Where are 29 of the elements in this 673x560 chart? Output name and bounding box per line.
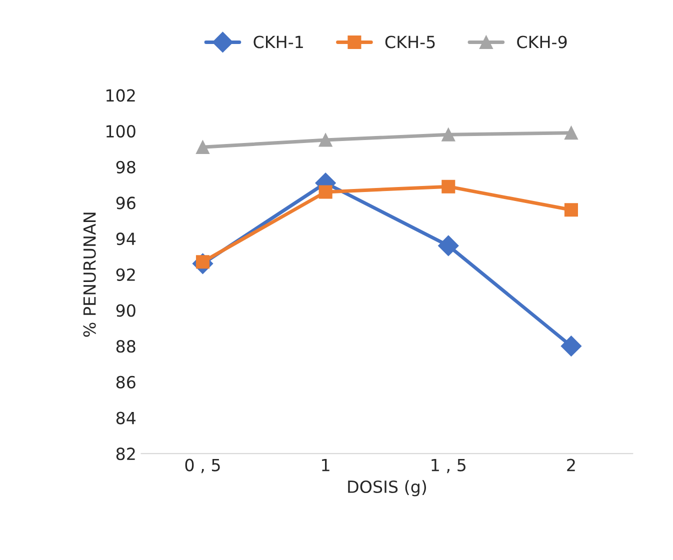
y-axis-title: % PENURUNAN [83,212,96,337]
legend-label: CKH-9 [517,36,567,48]
point [442,180,456,194]
y-tick-label: 100 [106,125,136,138]
legend-label: CKH-1 [254,36,303,48]
y-tick-label: 94 [116,232,136,246]
x-axis-title: DOSIS (g) [348,480,426,496]
y-tick-label: 86 [116,376,136,388]
x-tick-label: 1 [322,458,330,472]
point [318,185,332,199]
point [560,336,582,356]
point [564,126,578,140]
x-tick-label: 0 , 5 [185,458,220,474]
x-tick-label: 2 [567,458,575,472]
x-tick-label: 1 , 5 [432,458,466,474]
y-tick-label: 88 [116,340,136,353]
y-tick-label: 96 [116,196,136,210]
y-tick-label: 90 [116,304,136,317]
y-tick-label: 82 [116,448,135,460]
y-tick-label: 92 [116,268,135,281]
point [196,140,210,154]
y-tick-label: 98 [116,160,136,174]
point [318,133,332,147]
point [564,203,578,217]
point [442,128,456,142]
point [438,235,459,256]
legend-label: CKH-5 [385,36,435,48]
y-tick-label: 84 [116,412,136,424]
y-tick-label: 102 [106,89,135,102]
